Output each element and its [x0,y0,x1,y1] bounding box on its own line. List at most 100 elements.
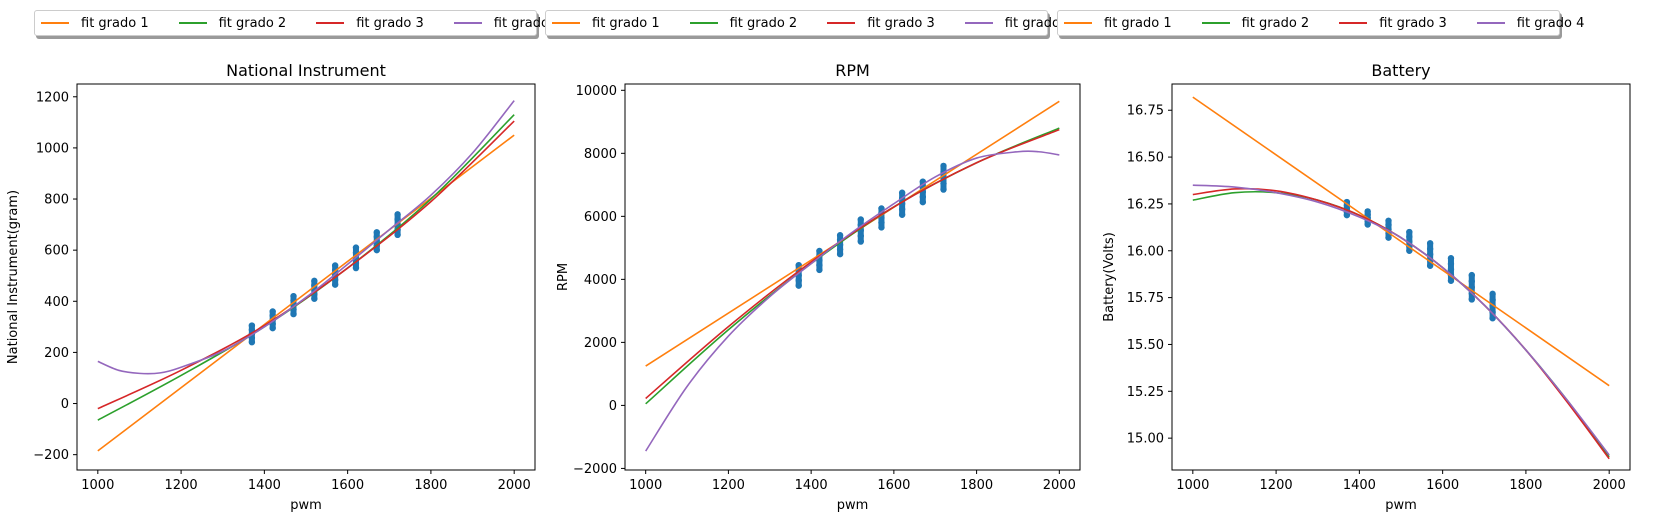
legend-swatch [453,22,482,24]
x-tick-label: 1800 [414,478,447,493]
scatter-point [857,232,864,240]
scatter-point [1385,217,1392,224]
y-tick-label: 800 [44,193,69,208]
legend-row: fit grado 1 fit grado 2 fit grado 3 fit … [546,11,1072,35]
fit-line-grado-4 [1192,184,1610,456]
fit-line-grado-2 [1192,190,1610,458]
legend-label: fit grado 4 [493,15,562,31]
legend-label: fit grado 3 [356,15,424,31]
scatter-point [1406,238,1413,245]
y-tick-label: −2000 [573,462,617,477]
legend-entry: fit grado 4 [453,15,562,31]
legend-label: fit grado 3 [867,15,935,31]
legend-swatch [552,22,580,24]
scatter-point [898,189,906,196]
legend-entry: fit grado 2 [1201,16,1309,31]
x-tick-label: 2000 [498,478,531,493]
x-tick-label: 1400 [1343,478,1376,493]
x-tick-label: 1600 [1426,478,1459,493]
y-tick-label: 600 [44,244,69,259]
legend-entry: fit grado 1 [1064,16,1172,31]
legend-row: fit grado 1 fit grado 2 fit grado 3 fit … [35,11,561,35]
legend-label: fit grado 2 [218,15,287,31]
scatter-point [940,162,947,170]
fit-line-grado-4 [645,150,1060,452]
plot-area [645,100,1060,452]
fit-line-grado-1 [97,134,515,452]
y-tick-label: 0 [609,399,617,414]
x-tick-label: 1200 [1260,478,1293,493]
chart-rpm: 1000 1200 1400 1600 1800 2000 −2000 0 2000 4000 60… [556,61,1081,513]
legend-swatch [827,22,856,24]
legend-entry: fit grado 2 [689,16,797,31]
scatter-point [1468,278,1475,285]
scatter-point [394,231,401,239]
legend-entry: fit grado 3 [1339,16,1447,31]
y-tick-label: 15.00 [1127,432,1164,447]
fit-line-grado-3 [97,120,515,410]
scatter-point [1468,296,1475,303]
legend-label: fit grado 3 [1379,15,1447,31]
y-axis-label: National Instrument(gram) [6,190,21,364]
scatter-point [311,295,318,302]
chart-national-instrument: 1000 1200 1400 1600 1800 2000 −200 0 200 400 600 80… [6,61,536,513]
scatter-point [919,198,927,206]
y-tick-label: −200 [33,448,69,463]
x-axis-label: pwm [1385,498,1417,513]
fit-line-grado-4 [97,100,515,375]
scatter-point [1447,266,1455,273]
legend-entry: fit grado 4 [1476,16,1584,31]
legend-swatch [41,22,69,24]
scatter-point [857,216,864,223]
scatter-point [940,180,947,187]
y-tick-label: 16.75 [1127,104,1164,119]
scatter-point [816,261,823,269]
plot-area [97,100,515,452]
scatter-point [290,292,297,300]
scatter-point [816,247,823,255]
scatter-point [816,266,823,274]
x-tick-label: 1400 [248,478,281,493]
legend-swatch [964,22,993,24]
x-tick-label: 1200 [165,478,198,493]
y-tick-label: 400 [44,295,69,310]
legend-box-1: fit grado 1 fit grado 2 fit grado 3 fit … [34,10,561,36]
scatter-point [1489,296,1496,304]
legend-entry: fit grado 4 [964,15,1073,31]
legend-label: fit grado 4 [1004,15,1073,31]
scatter-point [1489,315,1496,322]
fit-line-grado-2 [97,114,515,421]
scatter-point [1468,271,1475,279]
plot-area [1192,96,1610,460]
scatter-point [878,224,885,231]
scatter-point [1447,255,1455,262]
scatter-point [898,206,906,213]
plot-frame [624,83,1081,471]
scatter-point [1426,262,1434,269]
scatter-point [836,246,844,253]
legend-swatch [1339,22,1368,24]
scatter-point [248,322,256,329]
legend-entry: fit grado 3 [827,16,935,31]
chart-battery: 1000 1200 1400 1600 1800 2000 15.00 15.25 15.50 1… [1102,61,1631,513]
x-axis-label: pwm [290,498,322,513]
legend-entry: fit grado 1 [552,16,660,31]
fit-line-grado-2 [645,127,1060,405]
y-tick-label: 1000 [36,141,69,156]
y-tick-label: 16.25 [1127,197,1164,212]
legend-swatch [1476,22,1505,24]
legend-entry: fit grado 3 [316,16,424,31]
y-tick-label: 8000 [584,147,617,162]
scatter-point [352,264,360,272]
y-tick-label: 15.25 [1127,385,1164,400]
scatter-point [1447,260,1455,268]
fit-line-grado-3 [645,128,1060,400]
scatter-point [1406,233,1413,240]
scatter-point [394,211,401,218]
chart-title: Battery [1371,61,1430,80]
legend-entry: fit grado 2 [178,15,287,31]
x-tick-label: 2000 [1043,478,1076,493]
legend-label: fit grado 1 [81,15,149,31]
scatter-point [331,262,339,269]
